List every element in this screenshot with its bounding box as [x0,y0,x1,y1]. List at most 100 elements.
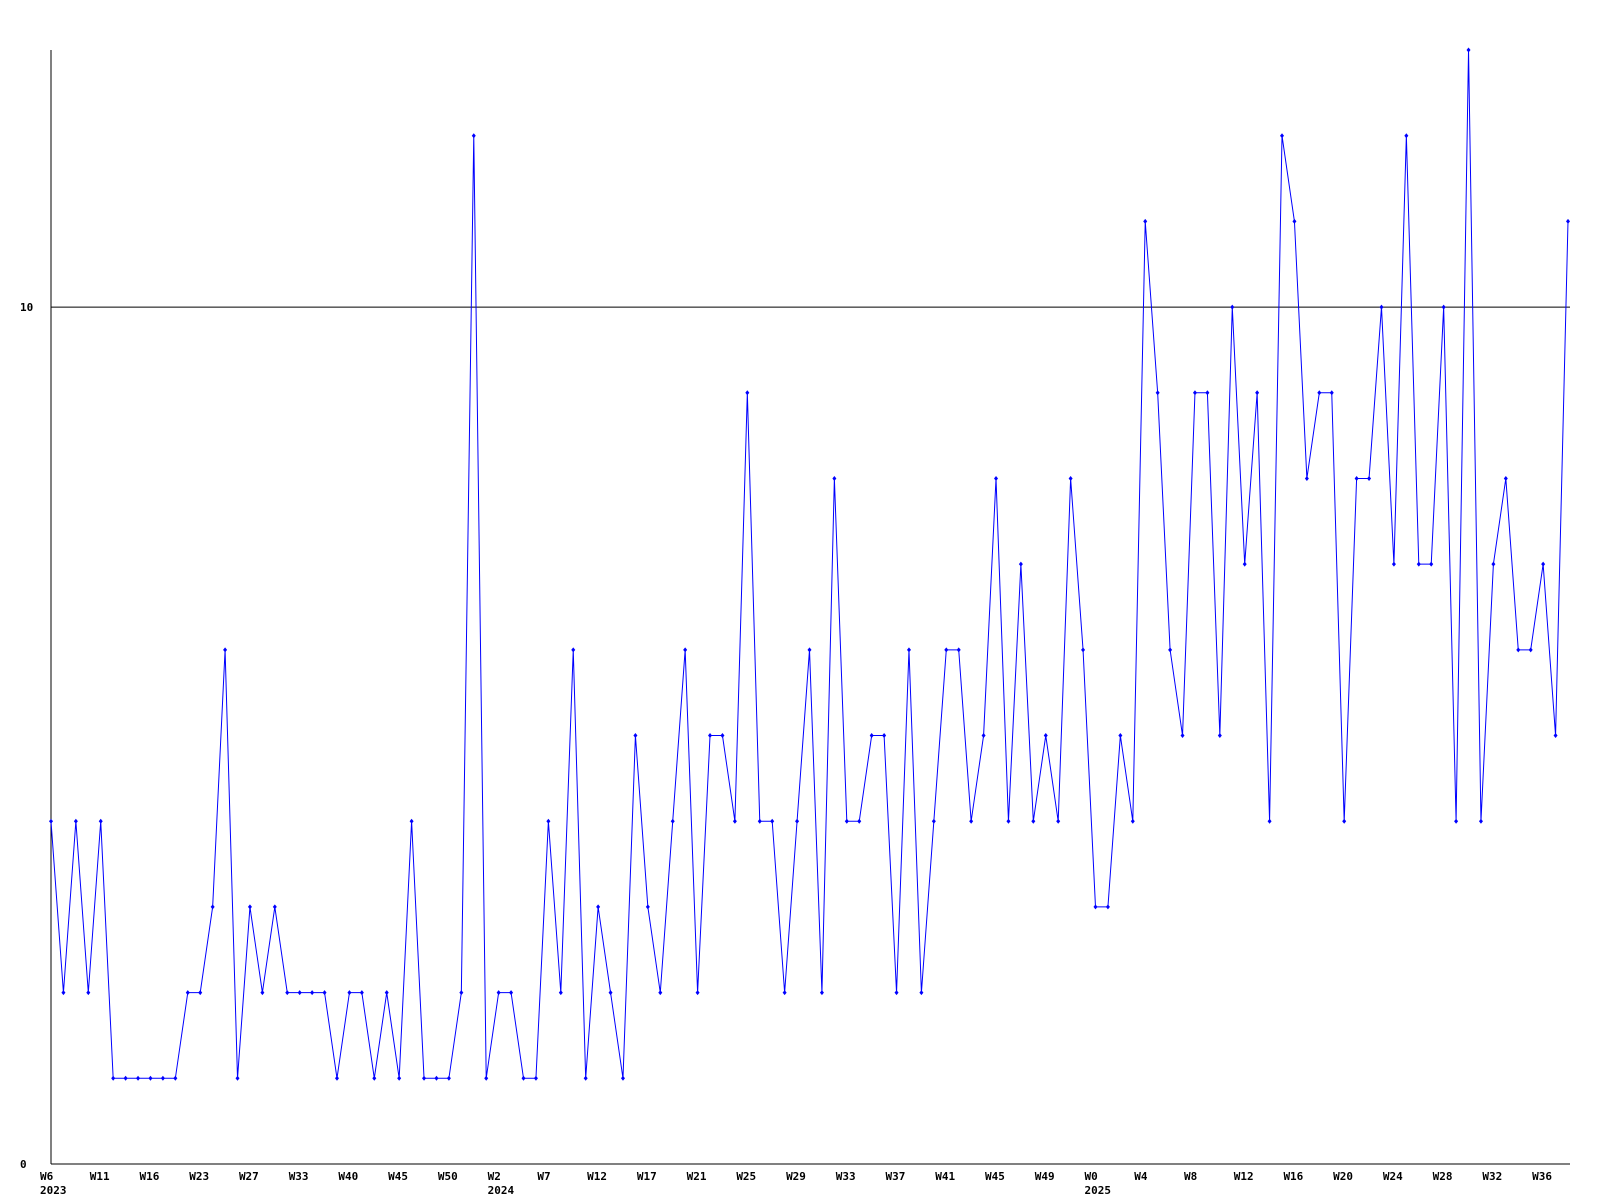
x-tick-label-line: W12 [587,1170,607,1183]
x-tick-label: W28 [1433,1170,1453,1183]
x-tick-label: W33 [836,1170,856,1183]
point [1541,561,1546,567]
x-tick-label: W12 [587,1170,607,1183]
point [1367,475,1372,481]
point [683,647,688,653]
point [148,1075,153,1081]
point [422,1075,427,1081]
point [372,1075,377,1081]
point [633,733,638,739]
x-tick-label: W21 [687,1170,707,1183]
point [1280,133,1285,139]
point [459,990,464,996]
x-tick-label: W45 [388,1170,408,1183]
y-tick-label: 10 [20,301,33,314]
x-tick-label-line: W11 [90,1170,110,1183]
x-tick-label: W0 2025 [1084,1170,1111,1197]
x-tick-label-line: W2 [488,1170,501,1183]
x-tick-label-line: W32 [1482,1170,1502,1183]
point [1566,218,1570,224]
point [1217,733,1222,739]
point [509,990,514,996]
point [1429,561,1434,567]
point [347,990,352,996]
point [956,647,961,653]
point [1404,133,1409,139]
point [757,818,762,824]
point [484,1075,489,1081]
point [173,1075,178,1081]
x-tick-label-line: W8 [1184,1170,1197,1183]
line [50,49,1569,1079]
x-tick-label-line: W4 [1134,1170,1148,1183]
point [111,1075,116,1081]
x-tick-label-line: W0 [1084,1170,1097,1183]
point [1516,647,1521,653]
point [558,990,563,996]
point [533,1075,538,1081]
x-tick-label-line: W21 [687,1170,707,1183]
point [1192,390,1197,396]
point [546,818,551,824]
point [1155,390,1160,396]
point [1255,390,1260,396]
point [819,990,824,996]
point [1043,733,1048,739]
y-tick-label: 0 [20,1158,27,1171]
point [620,1075,625,1081]
x-tick-label: W24 [1383,1170,1403,1183]
point [1478,818,1483,824]
point [695,990,700,996]
point [969,818,974,824]
x-tick-label: W23 [189,1170,209,1183]
point [1528,647,1533,653]
x-tick-label: W7 [537,1170,550,1183]
point [185,990,190,996]
point [434,1075,439,1081]
x-tick-label-line: W40 [338,1170,358,1183]
point [608,990,613,996]
x-tick-label-line: W45 [985,1170,1005,1183]
x-tick-label: W16 [1283,1170,1303,1183]
point [906,647,911,653]
x-tick-label-line: W23 [189,1170,209,1183]
point [1031,818,1036,824]
x-tick-label-line: W37 [886,1170,906,1183]
point [397,1075,402,1081]
point [770,818,775,824]
x-tick-label: W25 [736,1170,756,1183]
point [795,818,800,824]
x-tick-label: W2 2024 [488,1170,515,1197]
x-tick-label: W41 [935,1170,955,1183]
x-tick-label: W4 [1134,1170,1148,1183]
x-tick-label-line: 2024 [488,1184,515,1197]
point [931,818,936,824]
point [61,990,66,996]
x-tick-label: W37 [886,1170,906,1183]
point [359,990,364,996]
point [1093,904,1098,910]
point [919,990,924,996]
point [123,1075,128,1081]
x-tick-label-line: W41 [935,1170,955,1183]
point [1292,218,1297,224]
x-tick-label: W49 [1035,1170,1055,1183]
point [496,990,501,996]
point [782,990,787,996]
point [1503,475,1508,481]
x-tick-label: W45 [985,1170,1005,1183]
x-tick-label: W27 [239,1170,259,1183]
point [223,647,228,653]
x-tick-label-line: W33 [836,1170,856,1183]
x-tick-label: W11 [90,1170,110,1183]
point [310,990,315,996]
point [894,990,899,996]
x-tick-label-line: W6 [40,1170,54,1183]
point [1466,47,1471,53]
point [49,818,53,824]
x-tick-label-line: W16 [139,1170,159,1183]
x-tick-label: W17 [637,1170,657,1183]
point [807,647,812,653]
point [1168,647,1173,653]
